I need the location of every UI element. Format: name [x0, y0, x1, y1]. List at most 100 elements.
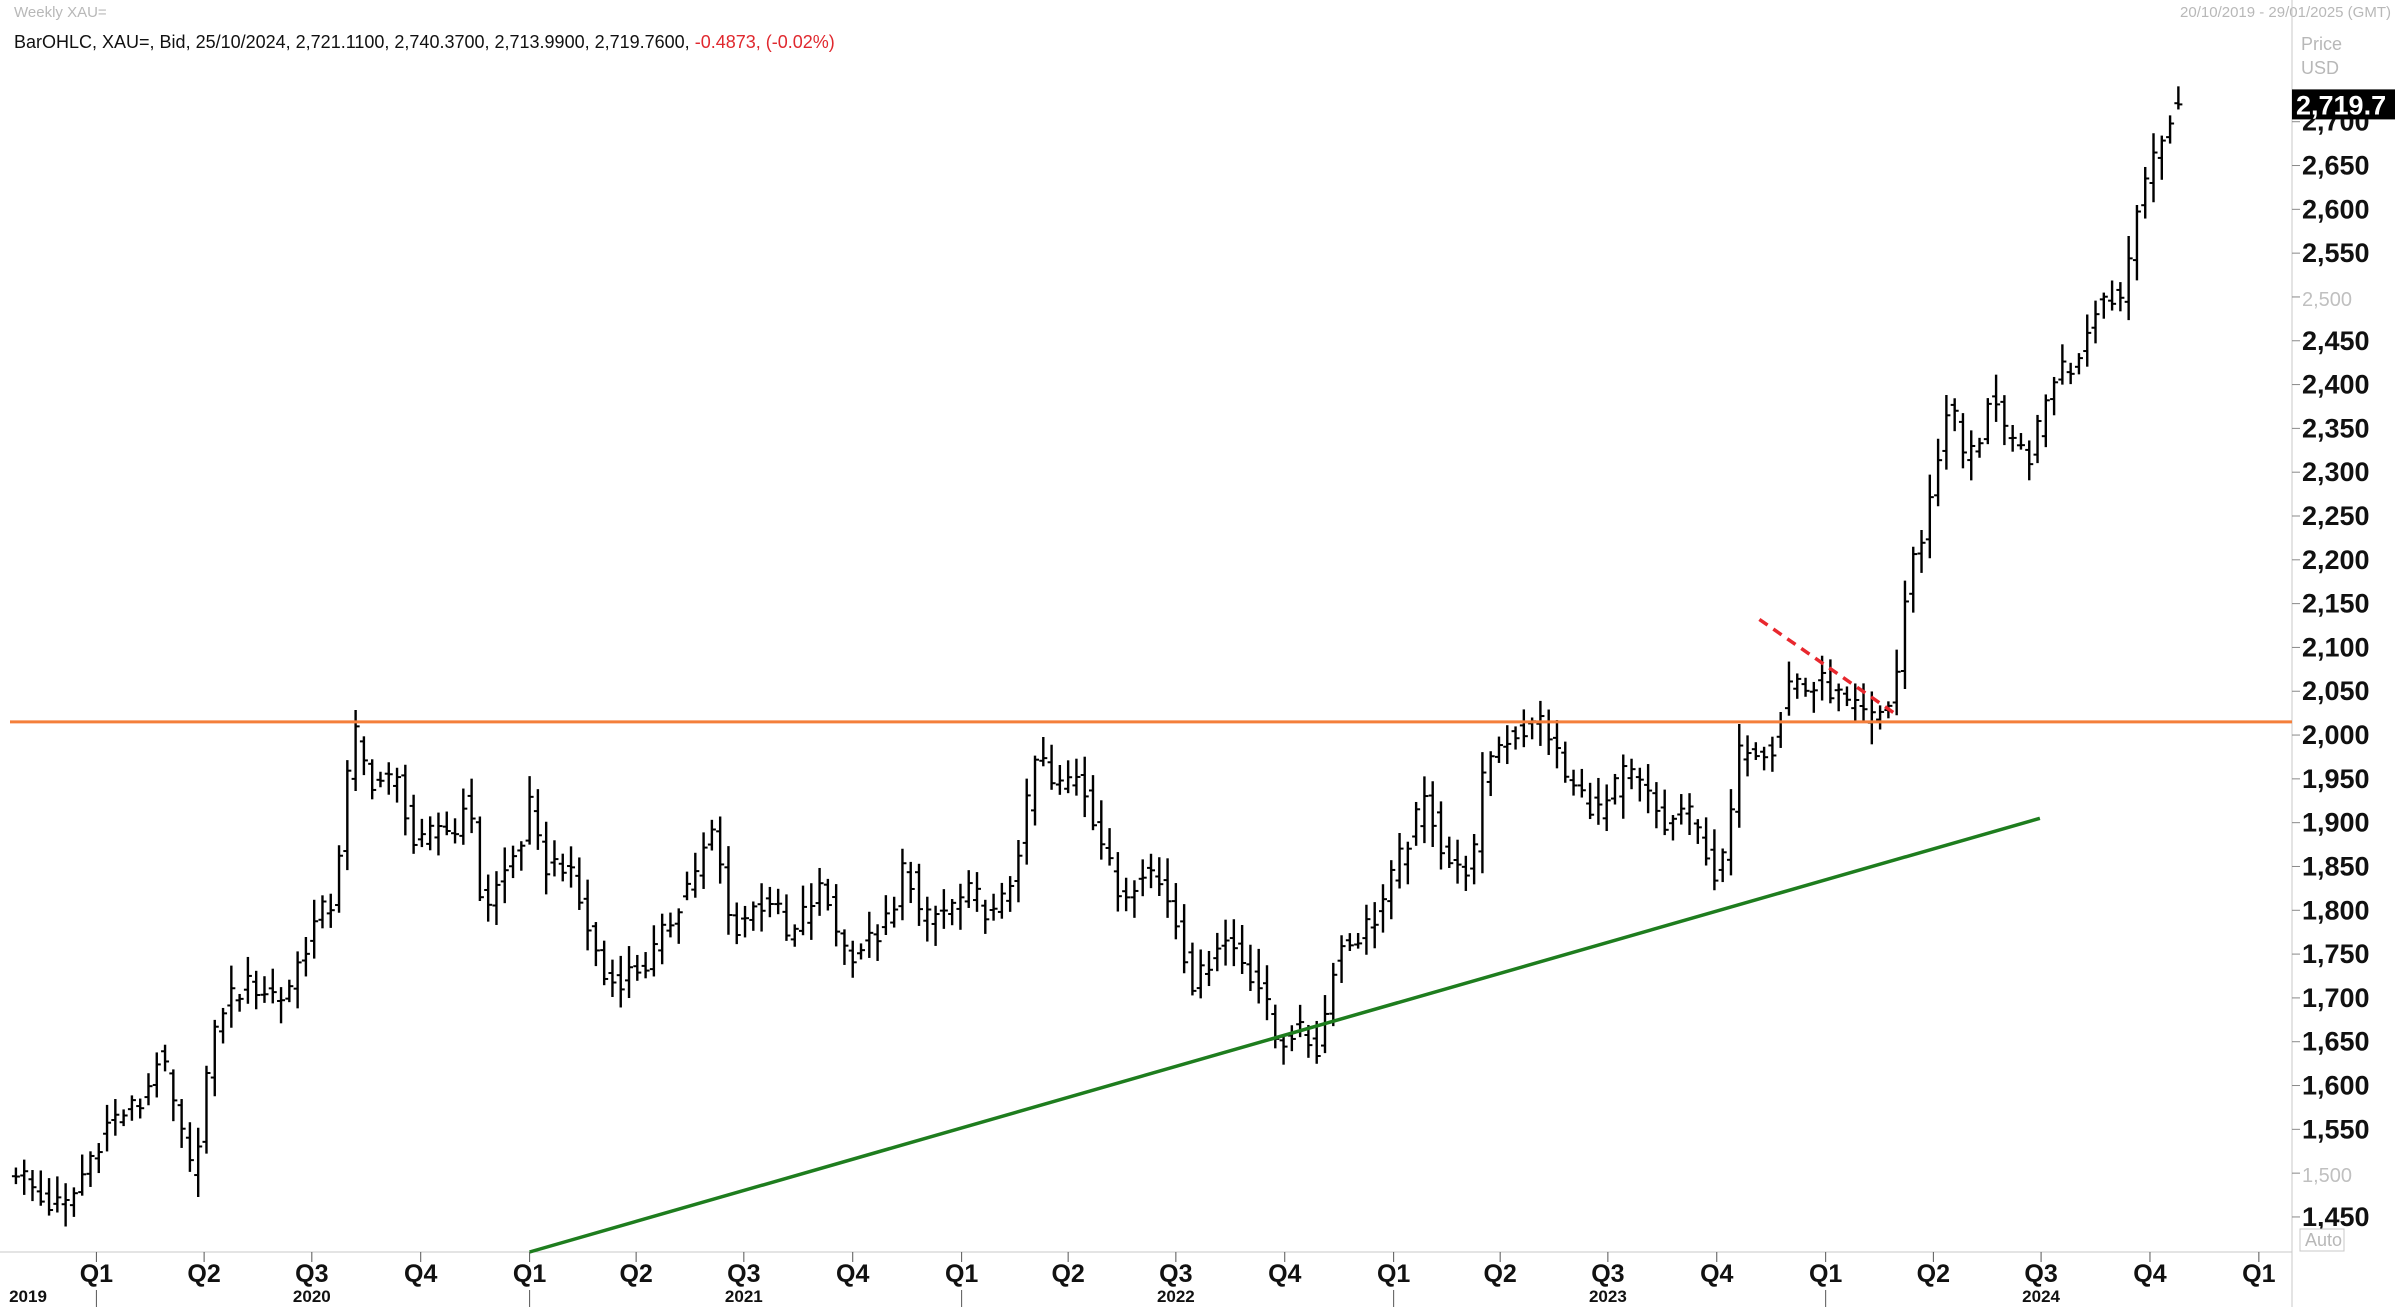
ohlc-bar [1304, 1024, 1313, 1058]
ohlc-bar [161, 1044, 170, 1072]
ohlc-bar [1204, 950, 1213, 987]
ohlc-bar [1552, 720, 1561, 769]
ohlc-bar [741, 905, 750, 938]
auto-scale-button[interactable] [2299, 1228, 2345, 1252]
ohlc-bar [384, 762, 393, 795]
x-tick-label: Q3 [295, 1260, 328, 1288]
ohlc-bar [716, 816, 725, 884]
y-tick-label: 1,900 [2302, 808, 2370, 838]
y-tick-label: 1,550 [2302, 1114, 2370, 1144]
x-tick-label: Q2 [619, 1260, 652, 1288]
ohlc-bar [1188, 942, 1197, 996]
ohlc-bar [823, 878, 832, 911]
y-tick-label: 2,250 [2302, 501, 2370, 531]
ohlc-bar [939, 889, 948, 929]
ohlc-bar [2083, 314, 2092, 367]
ohlc-bar [1238, 924, 1247, 974]
price-axis-title: Price [2301, 34, 2342, 54]
ohlc-bar [94, 1143, 103, 1174]
ohlc-bar [906, 861, 915, 904]
ohlc-bar [674, 908, 683, 944]
y-tick-label: 1,700 [2302, 983, 2370, 1013]
ohlc-bar [1892, 649, 1901, 716]
ohlc-bar [1221, 919, 1230, 966]
x-tick-label: Q3 [2024, 1260, 2057, 1288]
ohlc-bar [757, 883, 766, 932]
ohlc-bar [2166, 115, 2175, 144]
x-tick-label: Q2 [1917, 1260, 1950, 1288]
ohlc-bar [235, 993, 244, 1012]
ohlc-bar [434, 812, 443, 856]
x-tick-label: Q2 [1051, 1260, 1084, 1288]
ohlc-bar [1594, 777, 1603, 825]
ohlc-bar [1776, 712, 1785, 748]
ohlc-bar [1586, 782, 1595, 820]
ohlc-bar [343, 760, 352, 871]
ohlc-bar [915, 863, 924, 926]
ohlc-bar [1726, 789, 1735, 876]
date-range-label: 20/10/2019 - 29/01/2025 (GMT) [2180, 4, 2391, 21]
ohlc-bar [368, 759, 377, 800]
ohlc-bar [1809, 681, 1818, 713]
ohlc-bar [1180, 904, 1189, 974]
x-tick-label: Q1 [1809, 1260, 1842, 1288]
ohlc-bar [1271, 1004, 1280, 1049]
ohlc-bar [417, 818, 426, 848]
ohlc-bar [1213, 932, 1222, 972]
last-price-value: 2,719.7 [2296, 90, 2386, 120]
ohlc-bar [1395, 832, 1404, 889]
ohlc-bar [857, 943, 866, 960]
ohlc-bar [2116, 282, 2125, 312]
ohlc-bar [1519, 709, 1528, 748]
ohlc-bar [633, 954, 642, 981]
ohlc-bar [1436, 801, 1445, 870]
ohlc-bar [409, 794, 418, 854]
ohlc-bar [658, 913, 667, 965]
ohlc-bar [1900, 580, 1909, 689]
ohlc-bar [2157, 135, 2166, 180]
ohlc-bar [1287, 1025, 1296, 1052]
ohlc-bar [1917, 529, 1926, 573]
x-tick-label: Q2 [187, 1260, 220, 1288]
x-tick-label: Q3 [1591, 1260, 1624, 1288]
x-tick-label: Q2 [1483, 1260, 1516, 1288]
y-tick-label: 2,300 [2302, 457, 2370, 487]
ohlc-bar [865, 911, 874, 958]
ohlc-values: BarOHLC, XAU=, Bid, 25/10/2024, 2,721.11… [14, 32, 690, 52]
ohlc-bar [840, 929, 849, 965]
ohlc-bar [1122, 877, 1131, 912]
y-tick-label: 2,000 [2302, 720, 2370, 750]
ohlc-bar [1760, 746, 1769, 771]
ohlc-bar [931, 905, 940, 946]
ohlc-bar [301, 936, 310, 977]
ohlc-bar [1279, 1036, 1288, 1065]
ohlc-bar [1851, 683, 1860, 721]
ohlc-bar [252, 970, 261, 1010]
ohlc-bar [1942, 395, 1951, 470]
x-tick-label: Q4 [1700, 1260, 1733, 1288]
ohlc-bar [2149, 133, 2158, 203]
ohlc-bar [591, 922, 600, 967]
y-tick-label: 2,400 [2302, 370, 2370, 400]
ohlc-bar [1975, 437, 1984, 458]
ohlc-bar [1627, 758, 1636, 790]
ohlc-bar [1031, 755, 1040, 826]
ohlc-bar [1842, 686, 1851, 707]
ohlc-bar [451, 818, 460, 844]
ohlc-bar [2016, 433, 2025, 450]
x-tick-label: Q4 [1268, 1260, 1301, 1288]
y-tick-label: 1,750 [2302, 939, 2370, 969]
ohlc-bar [426, 816, 435, 851]
ohlc-bar [649, 925, 658, 977]
ohlc-bar [1354, 932, 1363, 949]
y-tick-label: 2,200 [2302, 545, 2370, 575]
ohlc-bar [376, 771, 385, 788]
ohlc-bar [285, 979, 294, 1003]
ohlc-bar [1254, 948, 1263, 1004]
ohlc-bar [335, 845, 344, 913]
ohlc-bar [1685, 793, 1694, 835]
ohlc-bar [1602, 784, 1611, 832]
ohlc-bar [1660, 789, 1669, 836]
ohlc-bar [550, 840, 559, 877]
